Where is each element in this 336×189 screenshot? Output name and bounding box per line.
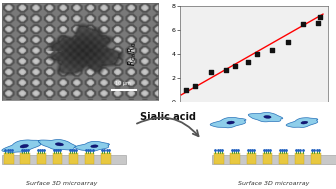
- Point: [233, 64, 238, 67]
- Point: [317, 15, 323, 18]
- Point: [285, 40, 290, 43]
- Polygon shape: [248, 112, 283, 122]
- Point: [193, 85, 198, 88]
- Point: [269, 49, 275, 52]
- Polygon shape: [2, 140, 41, 153]
- Bar: [311, 153, 321, 164]
- Text: $R_{Ct}/R_0$: $R_{Ct}/R_0$: [126, 42, 139, 66]
- Bar: [230, 153, 240, 164]
- Point: [300, 22, 306, 25]
- Point: [183, 88, 188, 91]
- Bar: [37, 153, 46, 164]
- Polygon shape: [75, 141, 110, 151]
- Point: [245, 61, 250, 64]
- Bar: [20, 153, 30, 164]
- Point: [254, 52, 259, 55]
- Bar: [2, 155, 126, 164]
- Text: Surface 3D microarray: Surface 3D microarray: [27, 181, 98, 186]
- Bar: [69, 153, 78, 164]
- Bar: [247, 153, 256, 164]
- Ellipse shape: [20, 144, 29, 148]
- Point: [223, 68, 228, 71]
- Bar: [214, 153, 224, 164]
- Point: [208, 70, 213, 74]
- Bar: [4, 153, 14, 164]
- Ellipse shape: [264, 115, 271, 118]
- Ellipse shape: [55, 143, 64, 146]
- Bar: [85, 153, 94, 164]
- Bar: [53, 153, 62, 164]
- Ellipse shape: [91, 145, 98, 148]
- Polygon shape: [38, 140, 76, 150]
- Bar: [279, 153, 288, 164]
- Text: 10 μm: 10 μm: [115, 81, 131, 86]
- Text: Sialic acid: Sialic acid: [140, 112, 196, 122]
- Text: Log $C_{MCF-7}$/cells mL$^{-1}$: Log $C_{MCF-7}$/cells mL$^{-1}$: [218, 126, 289, 136]
- Ellipse shape: [301, 121, 308, 124]
- Point: [316, 21, 321, 24]
- Text: Surface 3D microarray: Surface 3D microarray: [238, 181, 309, 186]
- Bar: [212, 155, 336, 164]
- Polygon shape: [210, 118, 246, 128]
- Ellipse shape: [227, 121, 235, 124]
- Polygon shape: [286, 118, 318, 127]
- Bar: [101, 153, 111, 164]
- Bar: [263, 153, 272, 164]
- Bar: [295, 153, 304, 164]
